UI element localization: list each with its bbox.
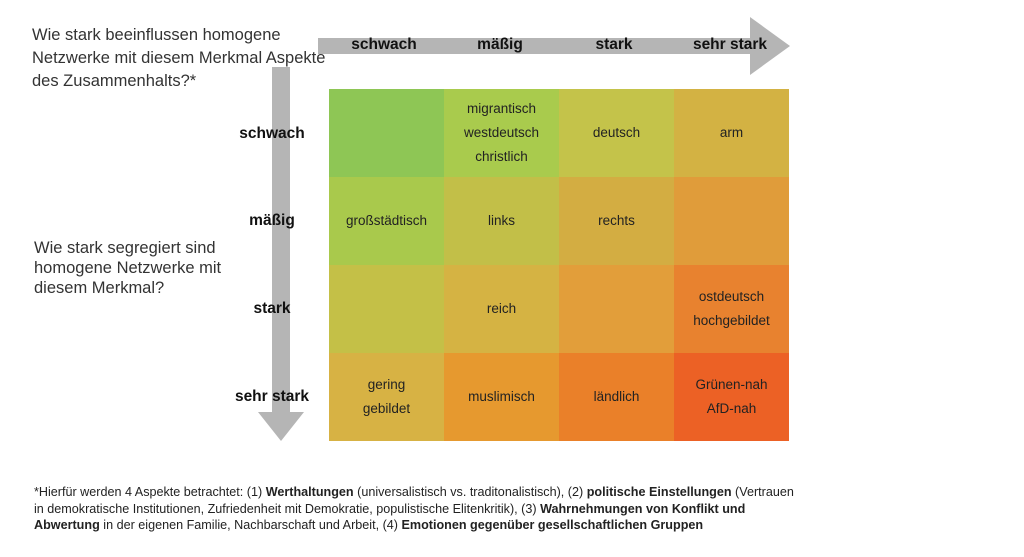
matrix-cell <box>329 265 444 353</box>
column-label-sehr-stark: sehr stark <box>692 36 768 53</box>
row-label-stark: stark <box>253 300 291 317</box>
cell-label: arm <box>719 125 744 140</box>
cell-label: AfD-nah <box>706 401 757 416</box>
matrix-cell: rechts <box>559 177 674 265</box>
question-top: Wie stark beeinflussen homogene Netzwerk… <box>32 26 326 90</box>
cell-label: reich <box>486 301 517 316</box>
cell-label: gebildet <box>362 401 411 416</box>
footnote-text: in der eigenen Familie, Nachbarschaft un… <box>99 518 402 532</box>
row-label-sehr-stark: sehr stark <box>234 388 310 405</box>
footnote: *Hierfür werden 4 Aspekte betrachtet: (1… <box>34 484 794 534</box>
matrix-cell: migrantisch westdeutsch christlich <box>444 89 559 177</box>
footnote-aspect-4: Emotionen gegenüber gesellschaftlichen G… <box>401 518 704 532</box>
matrix-cell <box>329 89 444 177</box>
column-label-maessig: mäßig <box>477 36 523 53</box>
cell-label: deutsch <box>592 125 641 140</box>
matrix-cell: reich <box>444 265 559 353</box>
cell-label: christlich <box>475 149 528 164</box>
cell-label: Grünen-nah <box>695 377 768 392</box>
matrix-cell: links <box>444 177 559 265</box>
column-label-stark: stark <box>595 36 633 53</box>
question-left: Wie stark segregiert sind homogene Netzw… <box>34 239 222 297</box>
cell-label: migrantisch <box>466 101 536 116</box>
footnote-aspect-3: Wahrnehmungen von Konflikt und Abwertung <box>34 501 746 533</box>
footnote-text: (Vertrauen in demokratische Institutione… <box>34 485 794 516</box>
matrix-cell: arm <box>674 89 789 177</box>
row-label-maessig: mäßig <box>249 212 295 229</box>
footnote-text: *Hierfür werden 4 Aspekte betrachtet: (1… <box>34 485 266 499</box>
cell-label: muslimisch <box>468 389 535 404</box>
footnote-text: (universalistisch vs. traditonalistisch)… <box>353 485 587 499</box>
matrix-cell <box>674 177 789 265</box>
footnote-aspect-2: politische Einstellungen <box>586 485 732 499</box>
vertical-arrow <box>258 67 304 441</box>
matrix-cell: deutsch <box>559 89 674 177</box>
segregation-influence-matrix: migrantisch westdeutsch christlich deutsch a… <box>329 89 789 441</box>
cell-label: hochgebildet <box>693 313 770 328</box>
matrix-cell: großstädtisch <box>329 177 444 265</box>
row-label-schwach: schwach <box>239 125 305 142</box>
cell-label: großstädtisch <box>345 213 428 228</box>
matrix-cell: gering gebildet <box>329 353 444 441</box>
matrix-cell: ostdeutsch hochgebildet <box>674 265 789 353</box>
horizontal-arrow <box>318 17 790 75</box>
matrix-cell: Grünen-nah AfD-nah <box>674 353 789 441</box>
matrix-cell <box>559 265 674 353</box>
matrix-cell: muslimisch <box>444 353 559 441</box>
column-label-schwach: schwach <box>351 36 417 53</box>
footnote-aspect-1: Werthaltungen <box>265 485 354 499</box>
cell-label: gering <box>367 377 406 392</box>
cell-label: ostdeutsch <box>698 289 765 304</box>
cell-label: ländlich <box>593 389 640 404</box>
cell-label: rechts <box>598 213 635 228</box>
cell-label: westdeutsch <box>463 125 540 140</box>
cell-label: links <box>487 213 515 228</box>
matrix-cell: ländlich <box>559 353 674 441</box>
